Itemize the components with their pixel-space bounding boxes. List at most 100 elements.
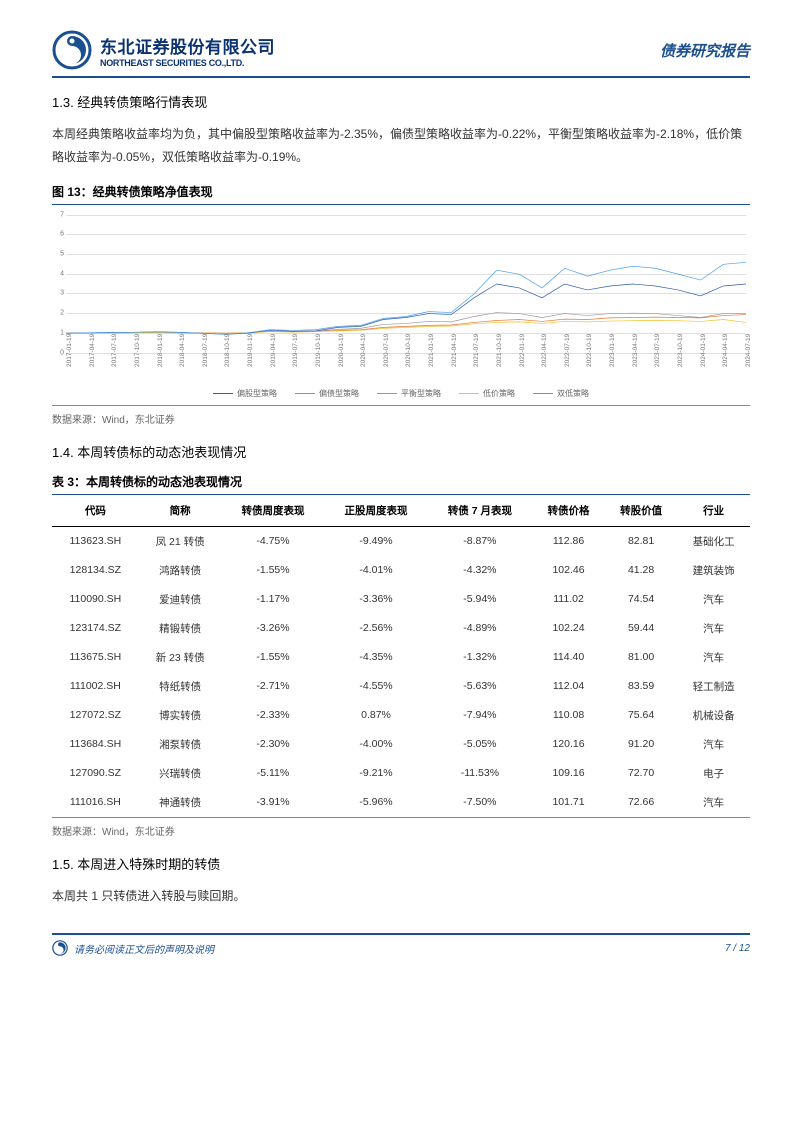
table-cell: -9.21% <box>324 759 427 788</box>
table-cell: 精锻转债 <box>139 614 222 643</box>
table-cell: 110.08 <box>532 701 605 730</box>
table-header-cell: 代码 <box>52 494 139 526</box>
table-cell: -2.30% <box>221 730 324 759</box>
table-cell: 102.46 <box>532 556 605 585</box>
table-cell: 83.59 <box>605 672 678 701</box>
table-cell: 72.70 <box>605 759 678 788</box>
table-cell: 82.81 <box>605 526 678 556</box>
table-cell: 74.54 <box>605 585 678 614</box>
table-row: 113623.SH凤 21 转债-4.75%-9.49%-8.87%112.86… <box>52 526 750 556</box>
table-header-cell: 转债价格 <box>532 494 605 526</box>
section-1-4-heading: 1.4. 本周转债标的动态池表现情况 <box>52 442 750 461</box>
table-cell: -4.00% <box>324 730 427 759</box>
legend-item: 平衡型策略 <box>377 388 441 399</box>
table-cell: 81.00 <box>605 643 678 672</box>
table-cell: 汽车 <box>677 730 750 759</box>
table-cell: 111.02 <box>532 585 605 614</box>
table-cell: 101.71 <box>532 788 605 818</box>
table-cell: 102.24 <box>532 614 605 643</box>
table-row: 127072.SZ博实转债-2.33%0.87%-7.94%110.0875.6… <box>52 701 750 730</box>
table-header-cell: 转股价值 <box>605 494 678 526</box>
figure-13-source: 数据来源：Wind，东北证券 <box>52 411 750 426</box>
figure-13-chart: 01234567 2017-01-192017-04-192017-07-192… <box>52 205 750 406</box>
table-cell: 汽车 <box>677 585 750 614</box>
table-cell: 113675.SH <box>52 643 139 672</box>
table-cell: -1.32% <box>428 643 533 672</box>
table-3: 代码简称转债周度表现正股周度表现转债 7 月表现转债价格转股价值行业 11362… <box>52 494 750 818</box>
table-cell: -3.36% <box>324 585 427 614</box>
table-cell: 湘泵转债 <box>139 730 222 759</box>
table-cell: 72.66 <box>605 788 678 818</box>
table-row: 128134.SZ鸿路转债-1.55%-4.01%-4.32%102.4641.… <box>52 556 750 585</box>
table-cell: -1.55% <box>221 643 324 672</box>
table-cell: -4.32% <box>428 556 533 585</box>
legend-item: 双低策略 <box>533 388 589 399</box>
table-row: 111016.SH神通转债-3.91%-5.96%-7.50%101.7172.… <box>52 788 750 818</box>
table-cell: 电子 <box>677 759 750 788</box>
table-cell: 112.86 <box>532 526 605 556</box>
table-3-source: 数据来源：Wind，东北证券 <box>52 823 750 838</box>
figure-13-caption: 图 13：经典转债策略净值表现 <box>52 183 750 205</box>
table-header-cell: 简称 <box>139 494 222 526</box>
table-cell: 博实转债 <box>139 701 222 730</box>
table-cell: 110090.SH <box>52 585 139 614</box>
table-cell: 鸿路转债 <box>139 556 222 585</box>
page-header: 东北证券股份有限公司 NORTHEAST SECURITIES CO.,LTD.… <box>52 30 750 78</box>
table-cell: -1.17% <box>221 585 324 614</box>
table-cell: 41.28 <box>605 556 678 585</box>
table-cell: 123174.SZ <box>52 614 139 643</box>
table-row: 123174.SZ精锻转债-3.26%-2.56%-4.89%102.2459.… <box>52 614 750 643</box>
page-footer: 请务必阅读正文后的声明及说明 7 / 12 <box>52 933 750 956</box>
footer-logo-icon <box>52 940 68 956</box>
table-row: 110090.SH爱迪转债-1.17%-3.36%-5.94%111.0274.… <box>52 585 750 614</box>
table-header-cell: 转债 7 月表现 <box>428 494 533 526</box>
table-cell: 127090.SZ <box>52 759 139 788</box>
table-cell: 建筑装饰 <box>677 556 750 585</box>
table-cell: -7.50% <box>428 788 533 818</box>
table-cell: -2.71% <box>221 672 324 701</box>
table-cell: -5.11% <box>221 759 324 788</box>
table-cell: -2.56% <box>324 614 427 643</box>
table-row: 127090.SZ兴瑞转债-5.11%-9.21%-11.53%109.1672… <box>52 759 750 788</box>
company-logo-block: 东北证券股份有限公司 NORTHEAST SECURITIES CO.,LTD. <box>52 30 275 70</box>
company-name-en: NORTHEAST SECURITIES CO.,LTD. <box>100 58 275 68</box>
table-header-cell: 行业 <box>677 494 750 526</box>
table-cell: -4.01% <box>324 556 427 585</box>
table-cell: 75.64 <box>605 701 678 730</box>
table-cell: 128134.SZ <box>52 556 139 585</box>
table-cell: -3.26% <box>221 614 324 643</box>
table-cell: 爱迪转债 <box>139 585 222 614</box>
table-cell: 神通转债 <box>139 788 222 818</box>
table-cell: -4.89% <box>428 614 533 643</box>
table-cell: -8.87% <box>428 526 533 556</box>
table-row: 113684.SH湘泵转债-2.30%-4.00%-5.05%120.1691.… <box>52 730 750 759</box>
table-cell: -3.91% <box>221 788 324 818</box>
legend-item: 偏债型策略 <box>295 388 359 399</box>
table-cell: -4.35% <box>324 643 427 672</box>
table-cell: -1.55% <box>221 556 324 585</box>
table-cell: 109.16 <box>532 759 605 788</box>
table-cell: -5.63% <box>428 672 533 701</box>
table-header-cell: 转债周度表现 <box>221 494 324 526</box>
table-cell: -5.94% <box>428 585 533 614</box>
legend-item: 低价策略 <box>459 388 515 399</box>
table-cell: -7.94% <box>428 701 533 730</box>
company-name-cn: 东北证券股份有限公司 <box>100 33 275 58</box>
section-1-5-heading: 1.5. 本周进入特殊时期的转债 <box>52 854 750 873</box>
table-cell: 兴瑞转债 <box>139 759 222 788</box>
legend-item: 偏股型策略 <box>213 388 277 399</box>
table-cell: 汽车 <box>677 614 750 643</box>
table-cell: -5.96% <box>324 788 427 818</box>
table-cell: 特纸转债 <box>139 672 222 701</box>
table-cell: 轻工制造 <box>677 672 750 701</box>
company-logo-icon <box>52 30 92 70</box>
table-cell: 91.20 <box>605 730 678 759</box>
table-3-caption: 表 3：本周转债标的动态池表现情况 <box>52 473 750 494</box>
table-cell: -2.33% <box>221 701 324 730</box>
table-cell: 基础化工 <box>677 526 750 556</box>
table-cell: -5.05% <box>428 730 533 759</box>
table-cell: 汽车 <box>677 643 750 672</box>
footer-note: 请务必阅读正文后的声明及说明 <box>74 941 214 956</box>
table-cell: -11.53% <box>428 759 533 788</box>
doc-type-label: 债券研究报告 <box>660 40 750 61</box>
